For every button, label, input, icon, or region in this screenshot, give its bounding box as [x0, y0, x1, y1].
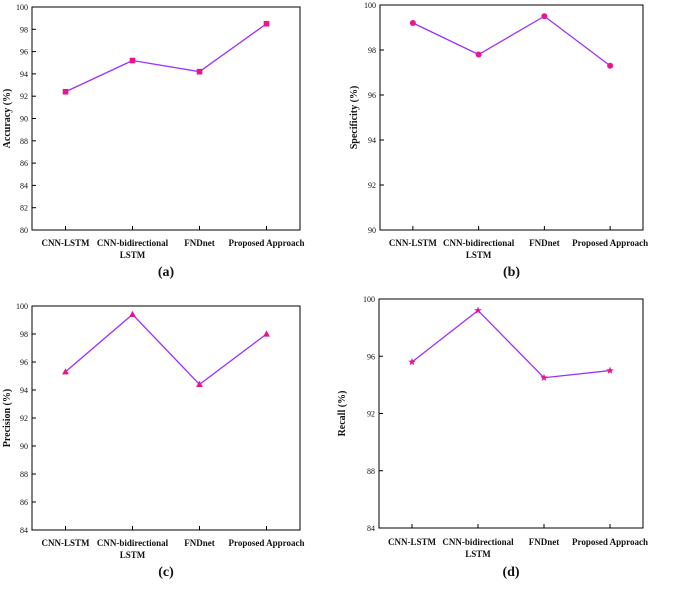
data-point-3	[196, 380, 203, 387]
y-tick-label: 98	[20, 25, 28, 34]
data-point-3	[196, 68, 203, 75]
series-line	[65, 23, 267, 93]
chart-panel-c: 84 86 88 90 92 94 96 98 100 CNN-LSTM CNN-bidirecti…	[2, 302, 304, 580]
y-axis-label: Precision (%)	[2, 389, 13, 447]
data-point-4	[607, 62, 614, 69]
y-tick-label: 92	[367, 410, 375, 419]
y-tick-label: 82	[20, 204, 28, 213]
plot-frame	[31, 6, 301, 231]
y-tick-label: 100	[16, 3, 28, 12]
y-tick-label: 92	[368, 181, 376, 190]
y-tick-label: 84	[20, 526, 28, 535]
series-line	[412, 15, 611, 67]
y-tick-label: 90	[20, 442, 28, 451]
y-tick-label: 92	[20, 414, 28, 423]
x-tick-label: Proposed Approach	[229, 238, 305, 248]
y-tick-label: 88	[20, 470, 28, 479]
y-tick-label: 98	[368, 46, 376, 55]
panel-label: (c)	[158, 565, 174, 580]
x-tick-label: CNN-LSTM	[388, 537, 437, 547]
y-tick-label: 96	[368, 91, 376, 100]
data-point-1	[62, 368, 69, 375]
series-line	[65, 313, 267, 386]
data-point-1	[408, 357, 416, 366]
chart-panel-b: 90 92 94 96 98 100 CNN-LSTM CNN-bidirectional LS…	[349, 1, 648, 280]
y-tick-label: 96	[20, 48, 28, 57]
chart-panel-a: 80 82 84 86 88 90 92 94 96 98 100 CNN-LSTM CNN-bidir…	[2, 3, 304, 280]
y-tick-label: 96	[367, 352, 375, 361]
y-axis-label: Accuracy (%)	[2, 89, 13, 149]
y-axis-label: Recall (%)	[337, 391, 348, 437]
panel-label: (d)	[502, 565, 519, 580]
data-point-1	[62, 88, 69, 95]
y-tick-label: 84	[367, 524, 375, 533]
x-tick-label: CNN-bidirectional LSTM	[97, 238, 169, 260]
y-tick-label: 94	[20, 70, 28, 79]
y-tick-label: 96	[20, 358, 28, 367]
x-tick-label: CNN-bidirectional LSTM	[442, 537, 514, 559]
data-point-4	[263, 20, 270, 27]
y-tick-label: 80	[20, 226, 28, 235]
x-tick-label: Proposed Approach	[572, 238, 648, 248]
plot-frame	[379, 4, 644, 231]
x-tick-label: FNDnet	[184, 238, 215, 248]
data-point-2	[474, 306, 482, 314]
data-point-1	[409, 20, 416, 26]
y-tick-label: 94	[20, 386, 28, 395]
data-point-3	[540, 373, 548, 381]
x-tick-label: CNN-LSTM	[41, 238, 90, 248]
y-tick-label: 88	[20, 137, 28, 146]
x-tick-label: CNN-bidirectional LSTM	[443, 238, 515, 260]
data-point-2	[475, 51, 482, 58]
data-point-4	[606, 366, 614, 374]
x-tick-label: FNDnet	[184, 538, 215, 548]
x-tick-label: FNDnet	[529, 238, 560, 248]
x-tick-label: Proposed Approach	[572, 537, 648, 547]
x-tick-label: Proposed Approach	[229, 538, 305, 548]
x-tick-label: FNDnet	[529, 537, 560, 547]
y-tick-label: 86	[20, 498, 28, 507]
panel-label: (a)	[158, 265, 175, 280]
y-axis-label: Specificity (%)	[349, 86, 360, 150]
x-tick-label: CNN-LSTM	[41, 538, 90, 548]
data-point-2	[129, 57, 136, 64]
panel-label: (b)	[503, 265, 520, 280]
y-tick-label: 84	[20, 181, 28, 190]
y-tick-label: 94	[368, 136, 376, 145]
series-line	[411, 309, 611, 379]
data-point-4	[263, 330, 270, 337]
y-tick-label: 100	[16, 302, 28, 311]
data-point-3	[541, 13, 548, 20]
y-tick-label: 86	[20, 159, 28, 168]
plot-frame	[378, 298, 644, 529]
y-tick-label: 88	[367, 467, 375, 476]
y-tick-label: 90	[20, 115, 28, 124]
y-tick-label: 92	[20, 92, 28, 101]
x-tick-label: CNN-bidirectional LSTM	[97, 538, 169, 560]
y-tick-label: 100	[363, 295, 375, 304]
y-tick-label: 100	[364, 1, 376, 10]
data-point-2	[129, 310, 136, 317]
y-tick-label: 98	[20, 330, 28, 339]
x-tick-label: CNN-LSTM	[389, 238, 438, 248]
y-tick-label: 90	[368, 226, 376, 235]
chart-panel-d: 84 88 92 96 100 CNN-LSTM CNN-bidirectional LSTM…	[337, 295, 648, 580]
